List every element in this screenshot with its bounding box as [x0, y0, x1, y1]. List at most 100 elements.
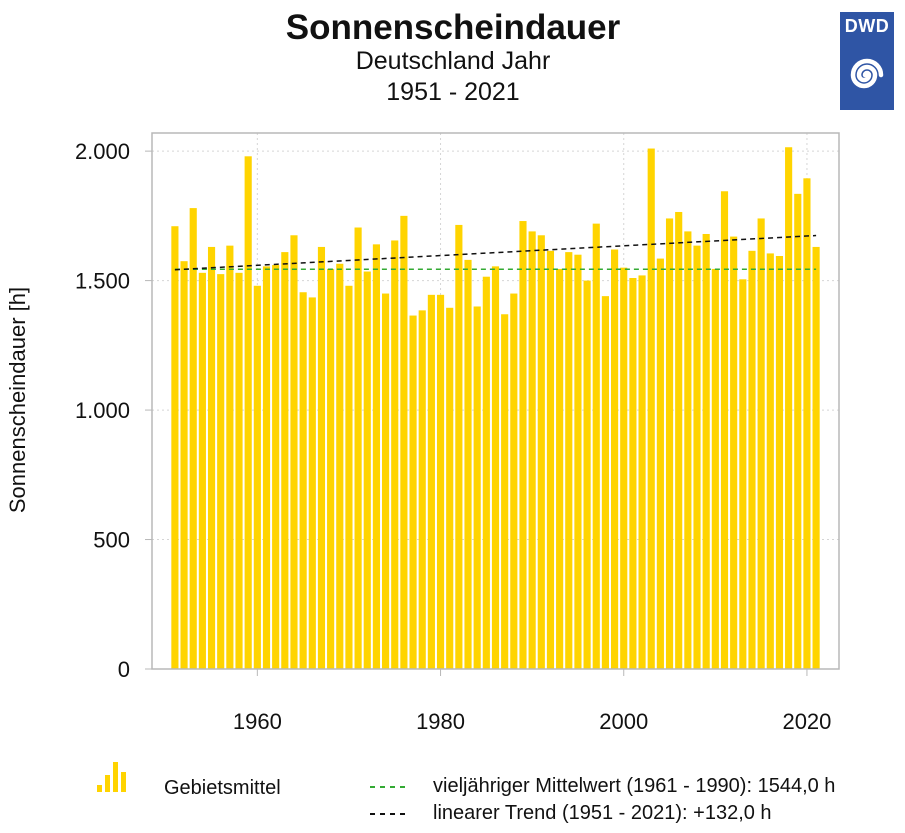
bar-1988: [510, 293, 518, 669]
bar-1964: [290, 235, 298, 669]
bar-1960: [253, 285, 261, 669]
bar-1976: [400, 215, 408, 669]
bar-1995: [574, 254, 582, 669]
bar-2015: [757, 218, 765, 669]
bar-2012: [730, 236, 738, 669]
bar-2005: [665, 218, 674, 669]
bar-2013: [739, 279, 747, 669]
bar-1978: [418, 310, 426, 669]
bar-1977: [409, 315, 417, 669]
bar-legend-icon: [97, 762, 126, 792]
y-tick-label: 0: [118, 657, 130, 682]
bar-1965: [299, 292, 307, 669]
chart-subtitle: Deutschland Jahr: [355, 47, 551, 75]
y-tick-label: 500: [93, 528, 130, 553]
bar-1953: [189, 208, 197, 669]
bar-1985: [482, 276, 490, 669]
x-tick-label: 1980: [416, 709, 465, 734]
bar-1984: [473, 306, 481, 669]
y-axis-label: Sonnenscheindauer [h]: [5, 287, 30, 513]
spiral-icon: [850, 58, 884, 89]
bar-1954: [198, 272, 206, 669]
bar-1980: [436, 294, 445, 669]
bar-1951: [171, 226, 179, 669]
bar-2016: [766, 253, 774, 669]
bar-1974: [382, 293, 390, 669]
bar-1957: [226, 245, 234, 669]
chart-title: Sonnenscheindauer: [285, 8, 621, 47]
bar-1987: [501, 314, 509, 669]
bar-1952: [180, 261, 188, 669]
bar-2001: [629, 278, 637, 669]
trend-line: [174, 234, 817, 271]
bar-1975: [391, 240, 399, 670]
bar-2009: [702, 233, 710, 669]
bar-1990: [528, 231, 536, 670]
bar-1971: [354, 227, 362, 669]
bar-1955: [207, 246, 216, 669]
legend-trend-label: linearer Trend (1951 - 2021): +132,0 h: [433, 802, 772, 824]
bar-1958: [235, 272, 243, 669]
bar-1967: [317, 246, 326, 669]
bar-1991: [537, 235, 545, 669]
bar-1983: [464, 259, 472, 669]
y-tick-label: 2.000: [75, 139, 130, 164]
bar-1972: [363, 271, 371, 669]
bar-1979: [427, 294, 435, 669]
legend-series-label: Gebietsmittel: [164, 777, 281, 799]
bar-2010: [711, 268, 719, 669]
bar-1956: [217, 274, 225, 669]
bar-2003: [647, 148, 655, 669]
y-tick-label: 1.500: [75, 269, 130, 294]
y-tick-label: 1.000: [75, 398, 130, 423]
bar-2020: [803, 178, 811, 669]
logo-text: DWD: [844, 16, 890, 36]
legend-mean-label: vieljähriger Mittelwert (1961 - 1990): 1…: [433, 775, 836, 797]
bar-1994: [565, 252, 573, 669]
plot-frame: [151, 132, 840, 670]
lines-layer: [174, 234, 817, 271]
bar-1989: [519, 221, 527, 670]
x-tick-label: 2000: [599, 709, 648, 734]
bar-2014: [748, 250, 756, 670]
bar-1962: [272, 265, 280, 669]
bar-1959: [244, 156, 252, 670]
bar-1996: [583, 280, 591, 669]
bar-1961: [262, 266, 271, 669]
bar-2017: [775, 255, 784, 669]
bar-2002: [638, 275, 646, 669]
bar-1963: [281, 252, 289, 669]
bar-2004: [656, 258, 664, 669]
bar-1998: [601, 296, 609, 669]
x-tick-label: 2020: [782, 709, 831, 734]
bar-1986: [491, 266, 500, 669]
mean-line-legend-icon: [370, 786, 408, 788]
bar-2018: [785, 147, 793, 669]
bar-1968: [327, 268, 335, 669]
bar-2021: [812, 246, 820, 669]
bar-1982: [455, 224, 463, 669]
bar-2007: [684, 231, 692, 670]
bar-1993: [556, 268, 564, 669]
dwd-logo-icon: DWD: [840, 12, 894, 110]
bar-1997: [592, 223, 600, 669]
chart-period: 1951 - 2021: [386, 78, 520, 106]
bar-1999: [611, 249, 619, 670]
bar-2019: [794, 193, 802, 670]
bar-2008: [693, 245, 701, 669]
bars-layer: [171, 147, 820, 670]
axes-layer: [151, 132, 840, 670]
bar-2000: [620, 267, 628, 669]
trend-line-legend-icon: [370, 813, 408, 815]
bar-1992: [546, 250, 555, 670]
bar-1970: [345, 285, 353, 669]
bar-1969: [336, 263, 344, 669]
bar-1981: [446, 307, 454, 669]
bar-1966: [308, 297, 316, 669]
bar-2006: [675, 211, 683, 670]
bar-1973: [372, 244, 380, 669]
bar-2011: [720, 191, 729, 669]
x-tick-label: 1960: [233, 709, 282, 734]
ticks-layer: 0 500 1.000 1.500 2.000 1960 1980 2000 2020: [75, 139, 831, 734]
